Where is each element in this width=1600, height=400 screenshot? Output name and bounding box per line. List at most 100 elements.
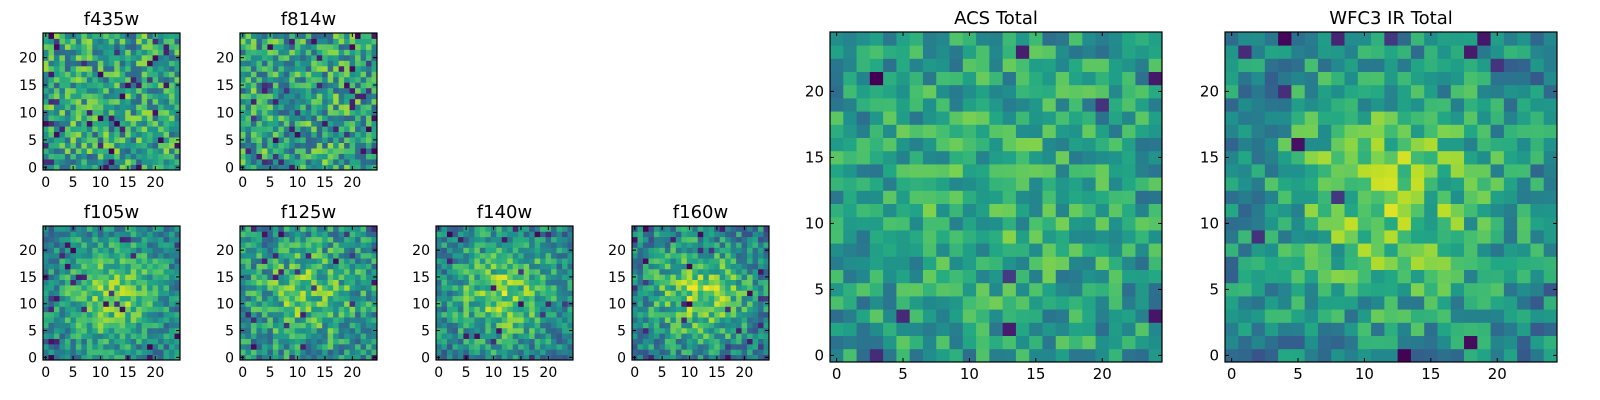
heatmap-cell [125,306,132,313]
heatmap-cell [708,231,715,238]
heatmap-cell [64,65,71,72]
heatmap-cell [534,354,541,361]
heatmap-cell [48,71,55,78]
heatmap-cell [327,137,334,143]
heatmap-cell [59,159,66,165]
heatmap-cell [632,311,638,318]
heatmap-cell [1069,335,1083,350]
heatmap-cell [1122,177,1136,191]
heatmap-cell [752,290,759,297]
heatmap-cell [501,226,508,232]
heatmap-cell [485,306,492,313]
heatmap-cell [697,306,704,313]
heatmap-cell [81,226,88,232]
heatmap-cell [1317,164,1332,178]
heatmap-cell [261,33,268,39]
heatmap-cell [936,243,950,257]
heatmap-cells [43,33,181,171]
heatmap-cell [355,65,361,72]
heatmap-cell [371,311,378,318]
heatmap-cell [322,349,329,356]
heatmap-cell [1042,256,1057,270]
heatmap-cell [136,242,143,248]
heatmap-cell [59,338,66,345]
heatmap-cell [250,87,257,94]
heatmap-cell [333,131,340,138]
heatmap-cells [436,226,574,361]
heatmap-cell [261,65,268,72]
heatmap-cell [256,38,263,45]
heatmap-cell [962,177,977,191]
heatmap-cell [64,295,71,302]
heatmap-cell [141,295,148,302]
heatmap-cell [1069,137,1083,152]
heatmap-cell [250,247,257,254]
y-tick-label: 15 [216,270,234,286]
heatmap-cell [130,164,137,171]
heatmap-cell [452,231,459,238]
heatmap-cell [267,71,274,78]
heatmap-cell [267,87,274,94]
heatmap-cell [922,177,937,191]
heatmap-cell [1437,230,1452,244]
heatmap-cell [169,306,175,313]
heatmap-cell [648,354,655,361]
heatmap-cell [169,137,175,143]
heatmap-cell [97,338,104,345]
heatmap-cell [338,290,345,297]
heatmap-cell [360,226,367,232]
heatmap-cell [267,49,274,56]
heatmap-cell [366,236,372,243]
heatmap-cell [64,120,71,127]
heatmap-cell [883,309,897,323]
heatmap-cell [75,338,82,345]
heatmap-cell [1331,282,1345,297]
heatmap-cell [294,231,301,238]
heatmap-cell [1055,216,1070,231]
heatmap-cell [551,343,557,350]
heatmap-cell [294,349,301,356]
heatmap-cell [256,87,263,94]
heatmap-cell [103,131,110,138]
heatmap-cell [81,236,88,243]
heatmap-cell [300,153,307,160]
heatmap-cell [311,322,318,329]
heatmap-cell [75,148,82,154]
heatmap-cell [311,54,318,61]
heatmap-cell [474,349,481,356]
heatmap-cell [152,263,159,270]
heatmap-cell [158,115,164,122]
heatmap-cell [976,296,990,310]
heatmap-cell [338,120,345,127]
heatmap-cell [43,148,49,154]
heatmap-cell [1437,256,1452,270]
heatmap-cell [48,43,55,50]
heatmap-cell [245,290,252,297]
heatmap-cell [1437,177,1452,191]
heatmap-cell [152,284,159,291]
y-tick-label: 10 [216,105,234,121]
heatmap-cell [1371,296,1385,310]
heatmap-cell [725,226,732,232]
heatmap-cell [305,87,312,94]
heatmap-cell [830,203,844,218]
heatmap-cell [283,327,290,334]
heatmap-cell [648,236,655,243]
heatmap-cell [338,60,345,67]
heatmap-cell [300,322,307,329]
heatmap-cell [360,306,367,313]
heatmap-cell [468,333,475,339]
heatmap-cell [322,284,329,291]
heatmap-cell [86,49,93,56]
heatmap-cell [97,263,104,270]
y-tick-label: 20 [216,51,234,67]
heatmap-cell [245,109,252,116]
heatmap-cell [518,338,525,345]
heatmap-cell [158,109,164,116]
heatmap-cell [501,268,508,275]
heatmap-cell [468,306,475,313]
heatmap-cell [53,311,60,318]
heatmap-cell [125,120,132,127]
heatmap-cell [103,109,110,116]
heatmap-cell [681,252,688,259]
